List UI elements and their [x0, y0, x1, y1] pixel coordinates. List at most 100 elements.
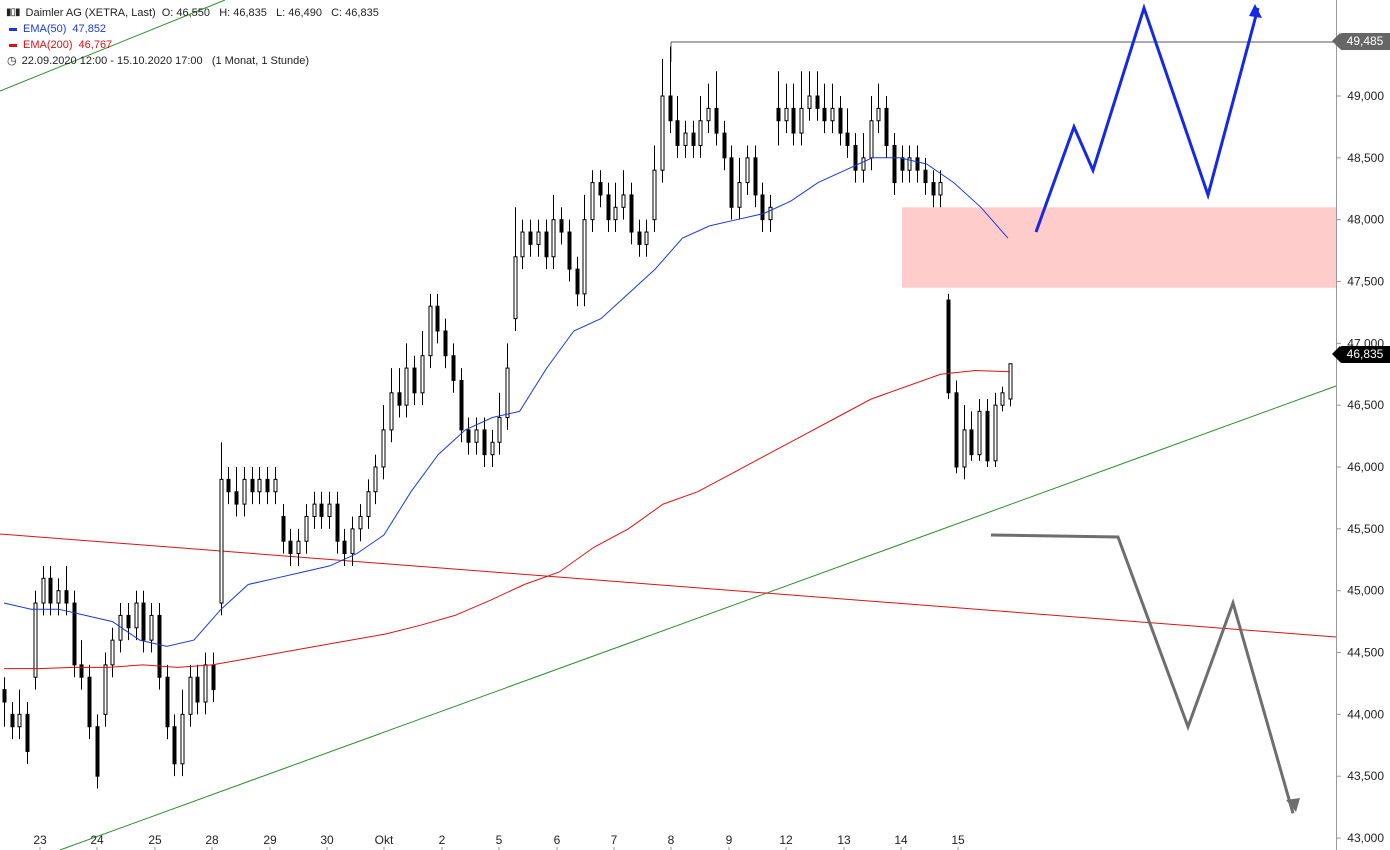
candle-body	[497, 417, 502, 443]
candle-body	[513, 256, 518, 320]
candle-body	[722, 132, 727, 159]
candle-body	[87, 676, 92, 728]
candle-body	[559, 219, 564, 233]
ema50-legend: EMA(50) 47,852	[6, 21, 379, 37]
candle-body	[234, 491, 239, 505]
candle-body	[954, 392, 959, 468]
candle-body	[95, 726, 100, 777]
candle-body	[350, 528, 355, 555]
candle-body	[466, 429, 471, 443]
y-tick-label: 44,000	[1347, 707, 1384, 721]
candle-body	[288, 540, 293, 555]
candle-body	[799, 107, 804, 134]
candle-body	[404, 367, 409, 406]
candle-body	[381, 429, 386, 468]
candle-body	[845, 132, 850, 146]
candle-body	[335, 503, 340, 542]
candle-body	[459, 379, 464, 431]
candle-body	[861, 157, 866, 171]
x-tick-label: 5	[496, 833, 503, 847]
y-tick-label: 47,500	[1347, 275, 1384, 289]
x-tick-label: Okt	[375, 833, 394, 847]
candle-body	[598, 182, 603, 196]
x-tick-label: 13	[837, 833, 851, 847]
candle-body	[428, 305, 433, 357]
candle-body	[265, 478, 270, 493]
candle-body	[257, 478, 262, 493]
candle-body	[304, 515, 309, 542]
candle-body	[203, 664, 208, 703]
instrument-row: ▮▯▮ Daimler AG (XETRA, Last) O: 46,550 H…	[6, 5, 379, 21]
instrument-name: Daimler AG (XETRA, Last)	[25, 7, 156, 19]
candle-body	[1000, 392, 1005, 406]
candle-body	[25, 713, 30, 752]
candle-body	[907, 157, 912, 171]
period-row: ◷ 22.09.2020 12:00 - 15.10.2020 17:00 (1…	[6, 53, 379, 69]
candle-body	[613, 206, 618, 221]
candle-body	[64, 590, 69, 604]
ema200-line	[4, 369, 1011, 670]
upper-trendline	[0, 0, 226, 92]
candle-body	[551, 219, 556, 258]
candle-body	[768, 206, 773, 221]
x-tick-label: 30	[320, 833, 334, 847]
candle-body	[962, 429, 967, 468]
candle-body	[56, 590, 61, 604]
y-tick-label: 46,000	[1347, 460, 1384, 474]
candle-body	[606, 194, 611, 221]
candle-body	[729, 157, 734, 208]
candle-body	[931, 182, 936, 196]
x-tick-label: 28	[205, 833, 219, 847]
candle-body	[373, 466, 378, 493]
x-tick-label: 6	[554, 833, 561, 847]
ema200-label: EMA(200)	[23, 39, 73, 51]
candle-body	[582, 219, 587, 295]
candle-body	[590, 182, 595, 221]
ema200-swatch	[9, 43, 17, 47]
x-tick-label: 14	[894, 833, 908, 847]
candle-body	[389, 392, 394, 431]
y-tick-label: 48,500	[1347, 151, 1384, 165]
candle-body	[900, 157, 905, 171]
candle-body	[41, 577, 46, 604]
candle-body	[2, 689, 7, 703]
candle-body	[675, 120, 680, 146]
candle-body	[807, 95, 812, 109]
candle-body	[838, 107, 843, 134]
candle-body	[412, 367, 417, 394]
support-trendline	[59, 385, 1337, 850]
candle-body	[528, 231, 533, 245]
candle-body	[420, 355, 425, 394]
period-text: 22.09.2020 12:00 - 15.10.2020 17:00 (1 M…	[21, 55, 310, 67]
candle-body	[575, 268, 580, 295]
candle-body	[219, 478, 224, 604]
candle-body	[544, 231, 549, 258]
candle-body	[637, 231, 642, 245]
candle-body	[172, 726, 177, 765]
x-tick-label: 9	[726, 833, 733, 847]
candle-body	[482, 429, 487, 456]
candle-body	[776, 107, 781, 122]
x-tick-label: 15	[951, 833, 965, 847]
candle-body	[985, 410, 990, 462]
candle-body	[211, 664, 216, 691]
candle-body	[327, 503, 332, 517]
candle-body	[358, 515, 363, 530]
candle-body	[753, 157, 758, 196]
candlestick-icon: ▮▯▮	[6, 7, 20, 18]
clock-icon: ◷	[7, 55, 17, 67]
candle-body	[273, 478, 278, 493]
candle-body	[296, 540, 301, 555]
candle-body	[745, 157, 750, 184]
bullish-projection	[1034, 3, 1260, 233]
candle-body	[149, 614, 154, 641]
x-tick-label: 2	[439, 833, 446, 847]
candle-body	[884, 107, 889, 146]
candle-body	[188, 676, 193, 715]
candle-body	[536, 231, 541, 245]
candle-body	[652, 169, 657, 221]
candle-body	[660, 95, 665, 171]
candle-body	[134, 602, 139, 629]
x-tick-label: 24	[90, 833, 104, 847]
